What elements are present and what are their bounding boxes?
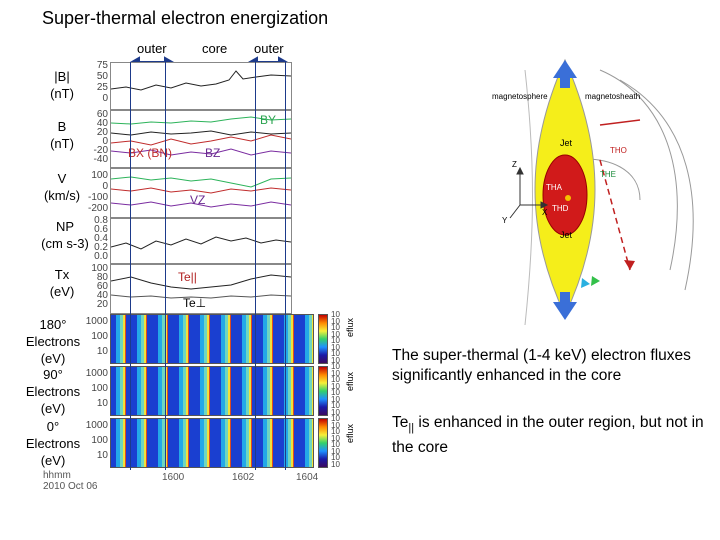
label-spec0: 0° Electrons (eV): [25, 419, 81, 468]
label-thd: THD: [552, 204, 569, 213]
x-tick-1600: 1600: [162, 472, 185, 483]
cbar-label-90: eflux: [345, 372, 355, 392]
cbar-label-180: eflux: [345, 318, 355, 338]
annot-bx: BX (BN): [128, 146, 173, 160]
label-magnetosphere: magnetosphere: [492, 92, 548, 101]
axis-y-label: Y: [502, 216, 508, 225]
boundary-line-1: [130, 62, 131, 470]
region-core: core: [202, 41, 228, 56]
cbar-label-0: eflux: [345, 424, 355, 444]
cbar-ticks-0: 10 10 10 10 10 10 10 10: [331, 414, 340, 469]
label-temp: Tx (eV): [49, 267, 75, 299]
label-the: THE: [600, 170, 616, 179]
colorbar-0: [318, 418, 328, 468]
ticks-spec0: 1000 100 10: [85, 420, 108, 461]
ticks-temp: 100 80 60 40 20: [91, 263, 108, 310]
cbar-ticks-180: 10 10 10 10 10 10 10 10: [331, 310, 340, 365]
ticks-velocity: 100 0 -100 -200: [87, 170, 108, 214]
label-magnetosheath: magnetosheath: [585, 92, 641, 101]
spectrogram-0: [110, 418, 314, 468]
x-tick-1604: 1604: [296, 472, 319, 483]
panel-velocity: [110, 168, 292, 218]
cbar-ticks-90: 10 10 10 10 10 10 10 10: [331, 362, 340, 417]
panel-temp: [110, 264, 292, 314]
label-tho: THO: [610, 146, 627, 155]
annot-by: BY: [260, 113, 277, 127]
note-electron-flux: The super-thermal (1-4 keV) electron flu…: [392, 347, 691, 384]
boundary-line-4: [285, 62, 286, 470]
label-jet-bottom: Jet: [560, 230, 573, 240]
region-outer-left: outer: [137, 41, 167, 56]
label-spec180: 180° Electrons (eV): [25, 317, 81, 366]
axis-z-label: Z: [512, 160, 517, 169]
label-density: NP (cm s-3): [41, 219, 89, 251]
panel-density: [110, 218, 292, 264]
ticks-b-mag: 75 50 25 0: [96, 60, 108, 104]
x-tick-1602: 1602: [232, 472, 255, 483]
colorbar-180: [318, 314, 328, 364]
note-te-outer: Te|| is enhanced in the outer region, bu…: [392, 414, 704, 457]
ticks-density: 0.8 0.6 0.4 0.2 0.0: [94, 215, 108, 262]
ticks-spec180: 1000 100 10: [85, 316, 108, 357]
magnetosphere-diagram: magnetosphere magnetosheath THO THE THA …: [490, 40, 715, 326]
axis-x-label: X: [542, 208, 548, 217]
label-velocity: V (km/s): [43, 171, 81, 203]
annot-vz: VZ: [190, 193, 206, 207]
label-jet-top: Jet: [560, 138, 573, 148]
ticks-spec90: 1000 100 10: [85, 368, 108, 409]
annot-te-par: Te||: [178, 270, 197, 284]
boundary-line-3: [255, 62, 256, 470]
label-tha: THA: [546, 183, 562, 192]
spectrogram-90: [110, 366, 314, 416]
annot-bz: BZ: [205, 146, 221, 160]
figure-title: Super-thermal electron energization: [42, 8, 329, 28]
label-spec90: 90° Electrons (eV): [25, 367, 81, 416]
boundary-line-2: [165, 62, 166, 470]
annot-te-perp: Te⊥: [183, 296, 207, 310]
colorbar-90: [318, 366, 328, 416]
label-b-mag: |B| (nT): [50, 69, 74, 101]
ticks-b-comp: 60 40 20 0 -20 -40: [93, 109, 108, 165]
spectrogram-180: [110, 314, 314, 364]
panel-b-comp: [110, 110, 292, 168]
label-b-comp: B (nT): [50, 119, 74, 151]
x-axis-unit: hhmm 2010 Oct 06: [43, 470, 98, 492]
region-outer-right: outer: [254, 41, 284, 56]
panel-b-mag: [110, 62, 292, 110]
